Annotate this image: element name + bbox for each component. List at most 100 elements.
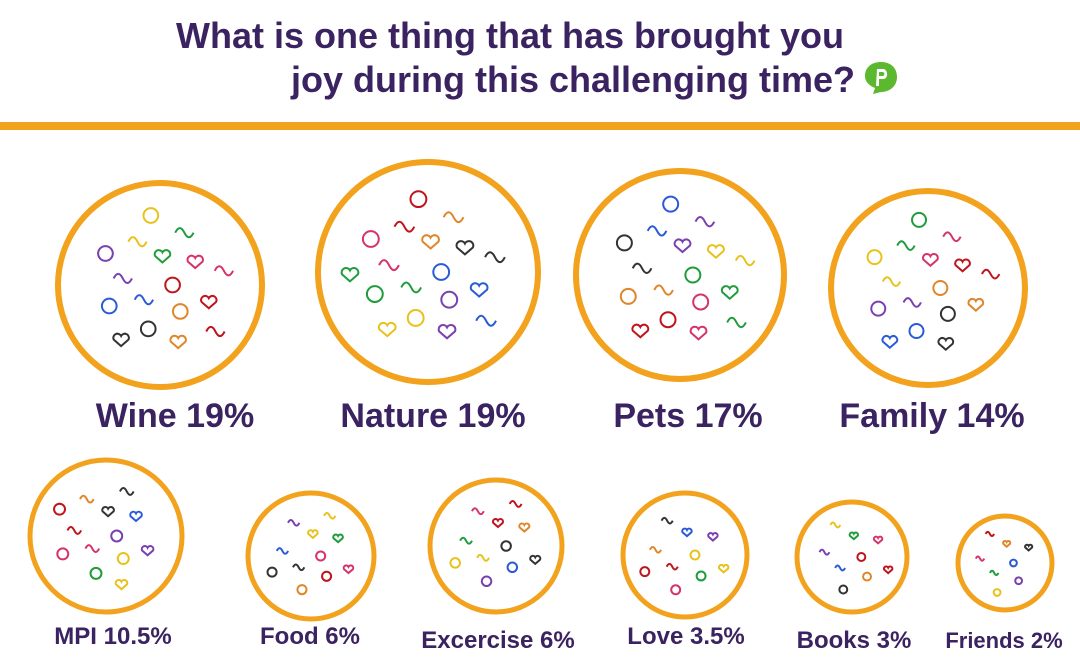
doodle-squiggle	[896, 240, 916, 251]
doodle-squiggle	[646, 225, 668, 237]
doodle-circle	[932, 280, 949, 296]
doodle-circle	[100, 297, 118, 315]
bubble-circle-love	[620, 490, 750, 620]
bubble-label-family: Family 14%	[839, 397, 1024, 435]
doodle-circle	[1009, 558, 1018, 568]
doodle-squiggle	[834, 564, 846, 572]
doodle-heart	[421, 234, 440, 250]
doodle-squiggle	[112, 272, 133, 284]
bubble-pets	[573, 168, 787, 382]
bubble-doodles-excercise	[449, 499, 542, 588]
bubble-doodles-books	[818, 521, 894, 595]
doodle-heart	[153, 249, 172, 264]
doodle-circle	[1014, 576, 1024, 586]
doodle-squiggle	[400, 281, 422, 294]
doodle-squiggle	[726, 316, 747, 329]
title-line-1: What is one thing that has brought you	[176, 15, 844, 56]
bubble-doodles-family	[866, 211, 1001, 352]
doodle-squiggle	[942, 231, 962, 243]
title-line-2-text: joy during this challenging time?	[290, 59, 856, 100]
doodle-circle	[142, 207, 160, 224]
doodle-heart	[332, 533, 344, 544]
doodle-squiggle	[989, 569, 1000, 576]
doodle-circle	[695, 570, 707, 582]
doodle-heart	[882, 565, 894, 575]
bubble-circle-nature	[315, 159, 541, 385]
bubble-label-friends: Friends 2%	[945, 628, 1062, 653]
poll-everywhere-logo-icon	[865, 62, 898, 94]
bubble-doodles-wine	[97, 207, 234, 350]
bubble-doodles-mpi	[53, 487, 155, 591]
doodle-circle	[97, 245, 114, 262]
bubble-food	[245, 490, 377, 622]
doodle-heart	[129, 510, 143, 523]
bubble-doodles-nature	[340, 190, 506, 340]
doodle-circle	[838, 584, 849, 595]
bubble-books	[794, 499, 910, 615]
doodle-heart	[455, 240, 475, 256]
doodle-heart	[681, 527, 693, 538]
doodle-heart	[340, 267, 360, 283]
bubble-love	[620, 490, 750, 620]
bubble-label-love: Love 3.5%	[627, 623, 744, 650]
doodle-squiggle	[665, 562, 679, 571]
doodle-circle	[171, 303, 189, 320]
doodle-circle	[659, 311, 677, 329]
doodle-squiggle	[79, 494, 95, 504]
doodle-squiggle	[323, 512, 337, 520]
bubble-label-pets: Pets 17%	[613, 397, 762, 435]
doodle-heart	[491, 518, 504, 529]
doodle-heart	[954, 258, 971, 273]
doodle-circle	[406, 309, 425, 327]
doodle-circle	[862, 571, 872, 582]
bubble-mpi	[27, 457, 185, 615]
doodle-circle	[619, 287, 637, 305]
doodle-heart	[707, 532, 719, 542]
bubble-doodles-friends	[974, 530, 1034, 597]
doodle-squiggle	[829, 521, 842, 529]
doodle-squiggle	[484, 251, 506, 264]
doodle-circle	[908, 323, 925, 339]
doodle-circle	[856, 552, 867, 562]
doodle-squiggle	[476, 553, 490, 562]
bubble-label-wine: Wine 19%	[96, 397, 254, 435]
doodle-circle	[670, 584, 682, 596]
doodle-circle	[692, 293, 710, 311]
doodle-squiggle	[471, 507, 485, 516]
doodle-heart	[1024, 543, 1034, 552]
doodle-squiggle	[818, 548, 831, 556]
doodle-squiggle	[205, 325, 226, 338]
doodle-circle	[939, 305, 956, 322]
doodle-squiggle	[378, 259, 400, 272]
doodle-squiggle	[984, 530, 995, 538]
doodle-squiggle	[660, 516, 674, 525]
doodle-circle	[110, 529, 124, 543]
doodle-heart	[1002, 540, 1012, 549]
doodle-squiggle	[133, 294, 154, 306]
doodle-heart	[437, 323, 457, 340]
doodle-heart	[377, 321, 397, 338]
bubble-excercise	[427, 477, 565, 615]
doodle-circle	[500, 540, 512, 552]
doodle-heart	[112, 332, 130, 348]
doodle-heart	[848, 531, 859, 541]
doodle-squiggle	[66, 526, 83, 535]
doodle-circle	[321, 570, 333, 582]
logo-letter-p	[876, 69, 888, 86]
doodle-squiggle	[981, 268, 1001, 280]
doodle-squiggle	[649, 546, 662, 554]
bubble-label-food: Food 6%	[260, 623, 360, 650]
doodle-circle	[164, 276, 181, 294]
doodle-heart	[529, 554, 542, 566]
doodle-heart	[307, 529, 319, 540]
doodle-circle	[911, 211, 928, 228]
doodle-squiggle	[974, 555, 986, 562]
doodle-circle	[365, 285, 384, 303]
doodle-heart	[881, 334, 899, 350]
title-line-2: joy during this challenging time?	[0, 58, 1080, 102]
doodle-squiggle	[287, 518, 301, 527]
doodle-circle	[689, 549, 701, 561]
doodle-heart	[872, 535, 884, 545]
doodle-heart	[342, 564, 355, 575]
bubble-doodles-food	[266, 512, 355, 596]
